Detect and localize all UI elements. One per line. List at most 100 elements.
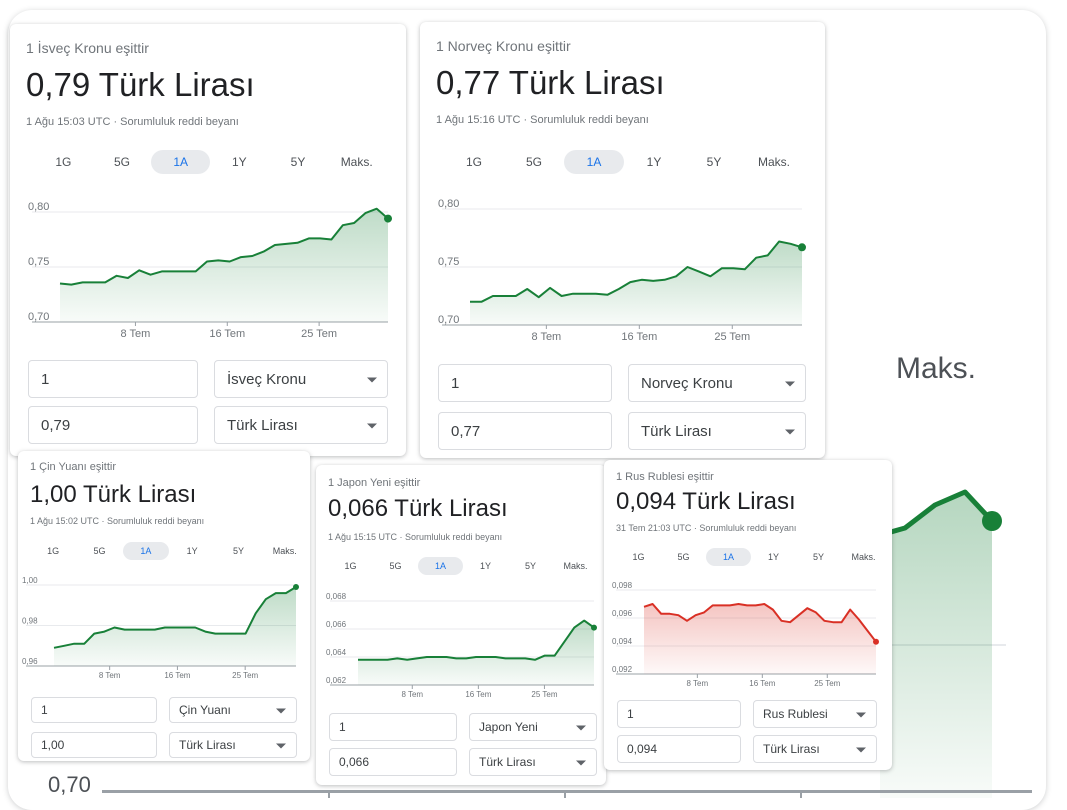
- background-range-max[interactable]: Maks.: [896, 352, 976, 386]
- amount-input-value: 1: [41, 703, 48, 717]
- x-tick-label: 16 Tem: [164, 671, 190, 680]
- from-currency-select[interactable]: Norveç Kronu: [628, 364, 806, 402]
- from-currency-select-value: Çin Yuanı: [179, 703, 231, 717]
- result-input-value: 0,79: [41, 417, 70, 434]
- chevron-down-icon: [367, 424, 377, 429]
- y-tick-label: 0,98: [22, 617, 38, 626]
- from-currency-select-value: Rus Rublesi: [763, 707, 828, 721]
- to-currency-select[interactable]: Türk Lirası: [753, 735, 877, 763]
- rate-endpoint: [798, 243, 806, 251]
- chevron-down-icon: [276, 744, 286, 749]
- x-tick-label: 25 Tem: [531, 690, 557, 699]
- rate-endpoint: [591, 625, 597, 631]
- result-input[interactable]: 0,77: [438, 412, 612, 450]
- background-axis-line: [102, 790, 1032, 793]
- amount-input-value: 1: [339, 720, 346, 734]
- y-tick-label: 0,068: [326, 592, 347, 601]
- amount-input[interactable]: 1: [329, 713, 457, 741]
- result-input-value: 0,066: [339, 755, 369, 769]
- amount-input[interactable]: 1: [438, 364, 612, 402]
- rate-endpoint: [873, 639, 879, 645]
- to-currency-select[interactable]: Türk Lirası: [214, 406, 388, 444]
- to-currency-select-value: Türk Lirası: [641, 423, 712, 440]
- x-tick-label: 25 Tem: [714, 331, 750, 343]
- rate-area: [60, 209, 388, 322]
- rate-area: [358, 621, 594, 685]
- background-axis-value: 0,70: [48, 772, 91, 798]
- y-tick-label: 0,098: [612, 581, 633, 590]
- y-tick-label: 0,064: [326, 648, 347, 657]
- amount-input[interactable]: 1: [617, 700, 741, 728]
- rate-endpoint: [293, 584, 299, 590]
- background-axis-tick: [328, 790, 330, 798]
- x-tick-label: 8 Tem: [687, 679, 709, 688]
- to-currency-select-value: Türk Lirası: [479, 755, 536, 769]
- y-tick-label: 0,75: [438, 256, 459, 268]
- background-area: [880, 492, 992, 798]
- y-tick-label: 0,70: [28, 311, 49, 323]
- y-tick-label: 0,066: [326, 620, 347, 629]
- result-input-value: 1,00: [41, 738, 64, 752]
- y-tick-label: 0,096: [612, 609, 633, 618]
- amount-input-value: 1: [451, 375, 459, 392]
- y-tick-label: 0,70: [438, 314, 459, 326]
- result-input[interactable]: 0,094: [617, 735, 741, 763]
- amount-input[interactable]: 1: [31, 697, 157, 723]
- amount-input[interactable]: 1: [28, 360, 198, 398]
- to-currency-select-value: Türk Lirası: [763, 742, 820, 756]
- chevron-down-icon: [276, 709, 286, 714]
- x-tick-label: 25 Tem: [232, 671, 258, 680]
- x-tick-label: 25 Tem: [814, 679, 840, 688]
- from-currency-select-value: Japon Yeni: [479, 720, 538, 734]
- chevron-down-icon: [367, 378, 377, 383]
- result-input[interactable]: 1,00: [31, 732, 157, 758]
- amount-input-value: 1: [627, 707, 634, 721]
- x-tick-label: 16 Tem: [749, 679, 775, 688]
- result-input-value: 0,094: [627, 742, 657, 756]
- to-currency-select[interactable]: Türk Lirası: [169, 732, 297, 758]
- chevron-down-icon: [856, 748, 866, 753]
- y-tick-label: 0,092: [612, 665, 633, 674]
- x-tick-label: 25 Tem: [301, 328, 337, 340]
- y-tick-label: 0,80: [438, 198, 459, 210]
- x-tick-label: 16 Tem: [209, 328, 245, 340]
- y-tick-label: 0,80: [28, 201, 49, 213]
- chevron-down-icon: [785, 430, 795, 435]
- result-input[interactable]: 0,79: [28, 406, 198, 444]
- chevron-down-icon: [856, 713, 866, 718]
- x-tick-label: 8 Tem: [401, 690, 423, 699]
- chevron-down-icon: [576, 761, 586, 766]
- to-currency-select[interactable]: Türk Lirası: [628, 412, 806, 450]
- chevron-down-icon: [576, 726, 586, 731]
- x-tick-label: 16 Tem: [621, 331, 657, 343]
- background-endpoint: [982, 511, 1002, 531]
- from-currency-select-value: Norveç Kronu: [641, 375, 733, 392]
- x-tick-label: 16 Tem: [465, 690, 491, 699]
- rate-area: [470, 242, 802, 326]
- background-axis-tick: [564, 790, 566, 798]
- y-tick-label: 0,96: [22, 657, 38, 666]
- y-tick-label: 0,094: [612, 637, 633, 646]
- to-currency-select[interactable]: Türk Lirası: [469, 748, 597, 776]
- result-input[interactable]: 0,066: [329, 748, 457, 776]
- y-tick-label: 0,062: [326, 676, 347, 685]
- x-tick-label: 8 Tem: [99, 671, 121, 680]
- result-input-value: 0,77: [451, 423, 480, 440]
- from-currency-select[interactable]: Çin Yuanı: [169, 697, 297, 723]
- from-currency-select[interactable]: İsveç Kronu: [214, 360, 388, 398]
- x-tick-label: 8 Tem: [121, 328, 151, 340]
- y-tick-label: 0,75: [28, 256, 49, 268]
- from-currency-select-value: İsveç Kronu: [227, 371, 306, 388]
- from-currency-select[interactable]: Rus Rublesi: [753, 700, 877, 728]
- background-axis-tick: [800, 790, 802, 798]
- from-currency-select[interactable]: Japon Yeni: [469, 713, 597, 741]
- x-tick-label: 8 Tem: [531, 331, 561, 343]
- chevron-down-icon: [785, 382, 795, 387]
- rate-endpoint: [384, 215, 392, 223]
- amount-input-value: 1: [41, 371, 49, 388]
